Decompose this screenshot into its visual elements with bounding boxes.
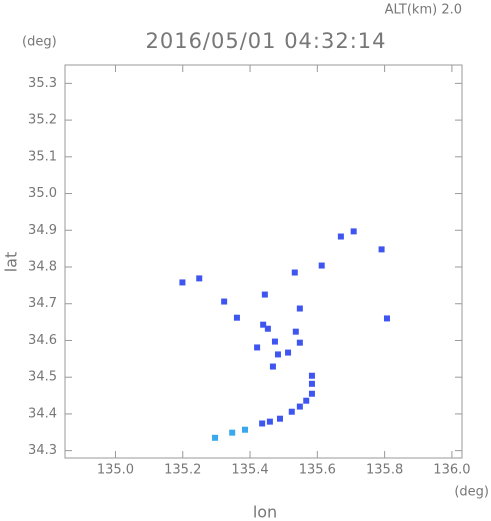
echo-cell [271, 338, 278, 345]
echo-cell [229, 429, 236, 436]
echo-cell [308, 390, 315, 397]
y-tick-label: 34.8 [28, 260, 57, 275]
echo-cell [296, 403, 303, 410]
echo-cell [296, 305, 303, 312]
x-tick-label: 135.0 [97, 463, 134, 478]
echo-cell [378, 246, 385, 253]
y-tick-label: 34.7 [28, 296, 57, 311]
echo-cell [337, 233, 344, 240]
plot-frame [64, 64, 463, 459]
echo-cell [269, 363, 276, 370]
echo-cell [264, 325, 271, 332]
echo-cell [221, 298, 228, 305]
chart-title: 2016/05/01 04:32:14 [145, 29, 386, 53]
echo-cell [179, 279, 186, 286]
echo-cell [296, 339, 303, 346]
x-tick-label: 135.6 [299, 463, 336, 478]
x-tick-label: 135.4 [231, 463, 268, 478]
echo-cell [259, 420, 266, 427]
y-tick-label: 35.0 [28, 186, 57, 201]
echo-cell [241, 426, 248, 433]
echo-cell [292, 328, 299, 335]
echo-cell [288, 408, 295, 415]
echo-cell [254, 344, 261, 351]
y-tick-label: 34.4 [28, 406, 57, 421]
y-tick-label: 35.1 [28, 149, 57, 164]
echo-cell [266, 418, 273, 425]
x-tick-label: 136.0 [433, 463, 470, 478]
y-tick-label: 34.9 [28, 223, 57, 238]
x-tick-label: 135.2 [164, 463, 201, 478]
echo-cell [233, 314, 240, 321]
y-tick-label: 34.3 [28, 443, 57, 458]
x-unit: (deg) [454, 485, 489, 500]
y-tick-label: 35.3 [28, 76, 57, 91]
x-axis-label: lon [253, 503, 277, 521]
y-unit: (deg) [22, 35, 57, 50]
y-tick-label: 34.6 [28, 333, 57, 348]
echo-cell [260, 321, 267, 328]
x-tick-label: 135.8 [366, 463, 403, 478]
echo-cell [196, 275, 203, 282]
altitude-label: ALT(km) 2.0 [385, 3, 462, 18]
echo-cell [383, 315, 390, 322]
y-axis-label: lat [2, 252, 21, 273]
echo-cell [350, 228, 357, 235]
echo-cell [285, 349, 292, 356]
echo-cell [308, 372, 315, 379]
y-tick-label: 34.5 [28, 370, 57, 385]
echo-cell [274, 351, 281, 358]
echo-cell [276, 415, 283, 422]
echo-cell [212, 434, 219, 441]
echo-cell [308, 380, 315, 387]
echo-cell [318, 262, 325, 269]
echo-cell [291, 269, 298, 276]
y-tick-label: 35.2 [28, 113, 57, 128]
echo-cell [261, 291, 268, 298]
echo-cell [303, 397, 310, 404]
